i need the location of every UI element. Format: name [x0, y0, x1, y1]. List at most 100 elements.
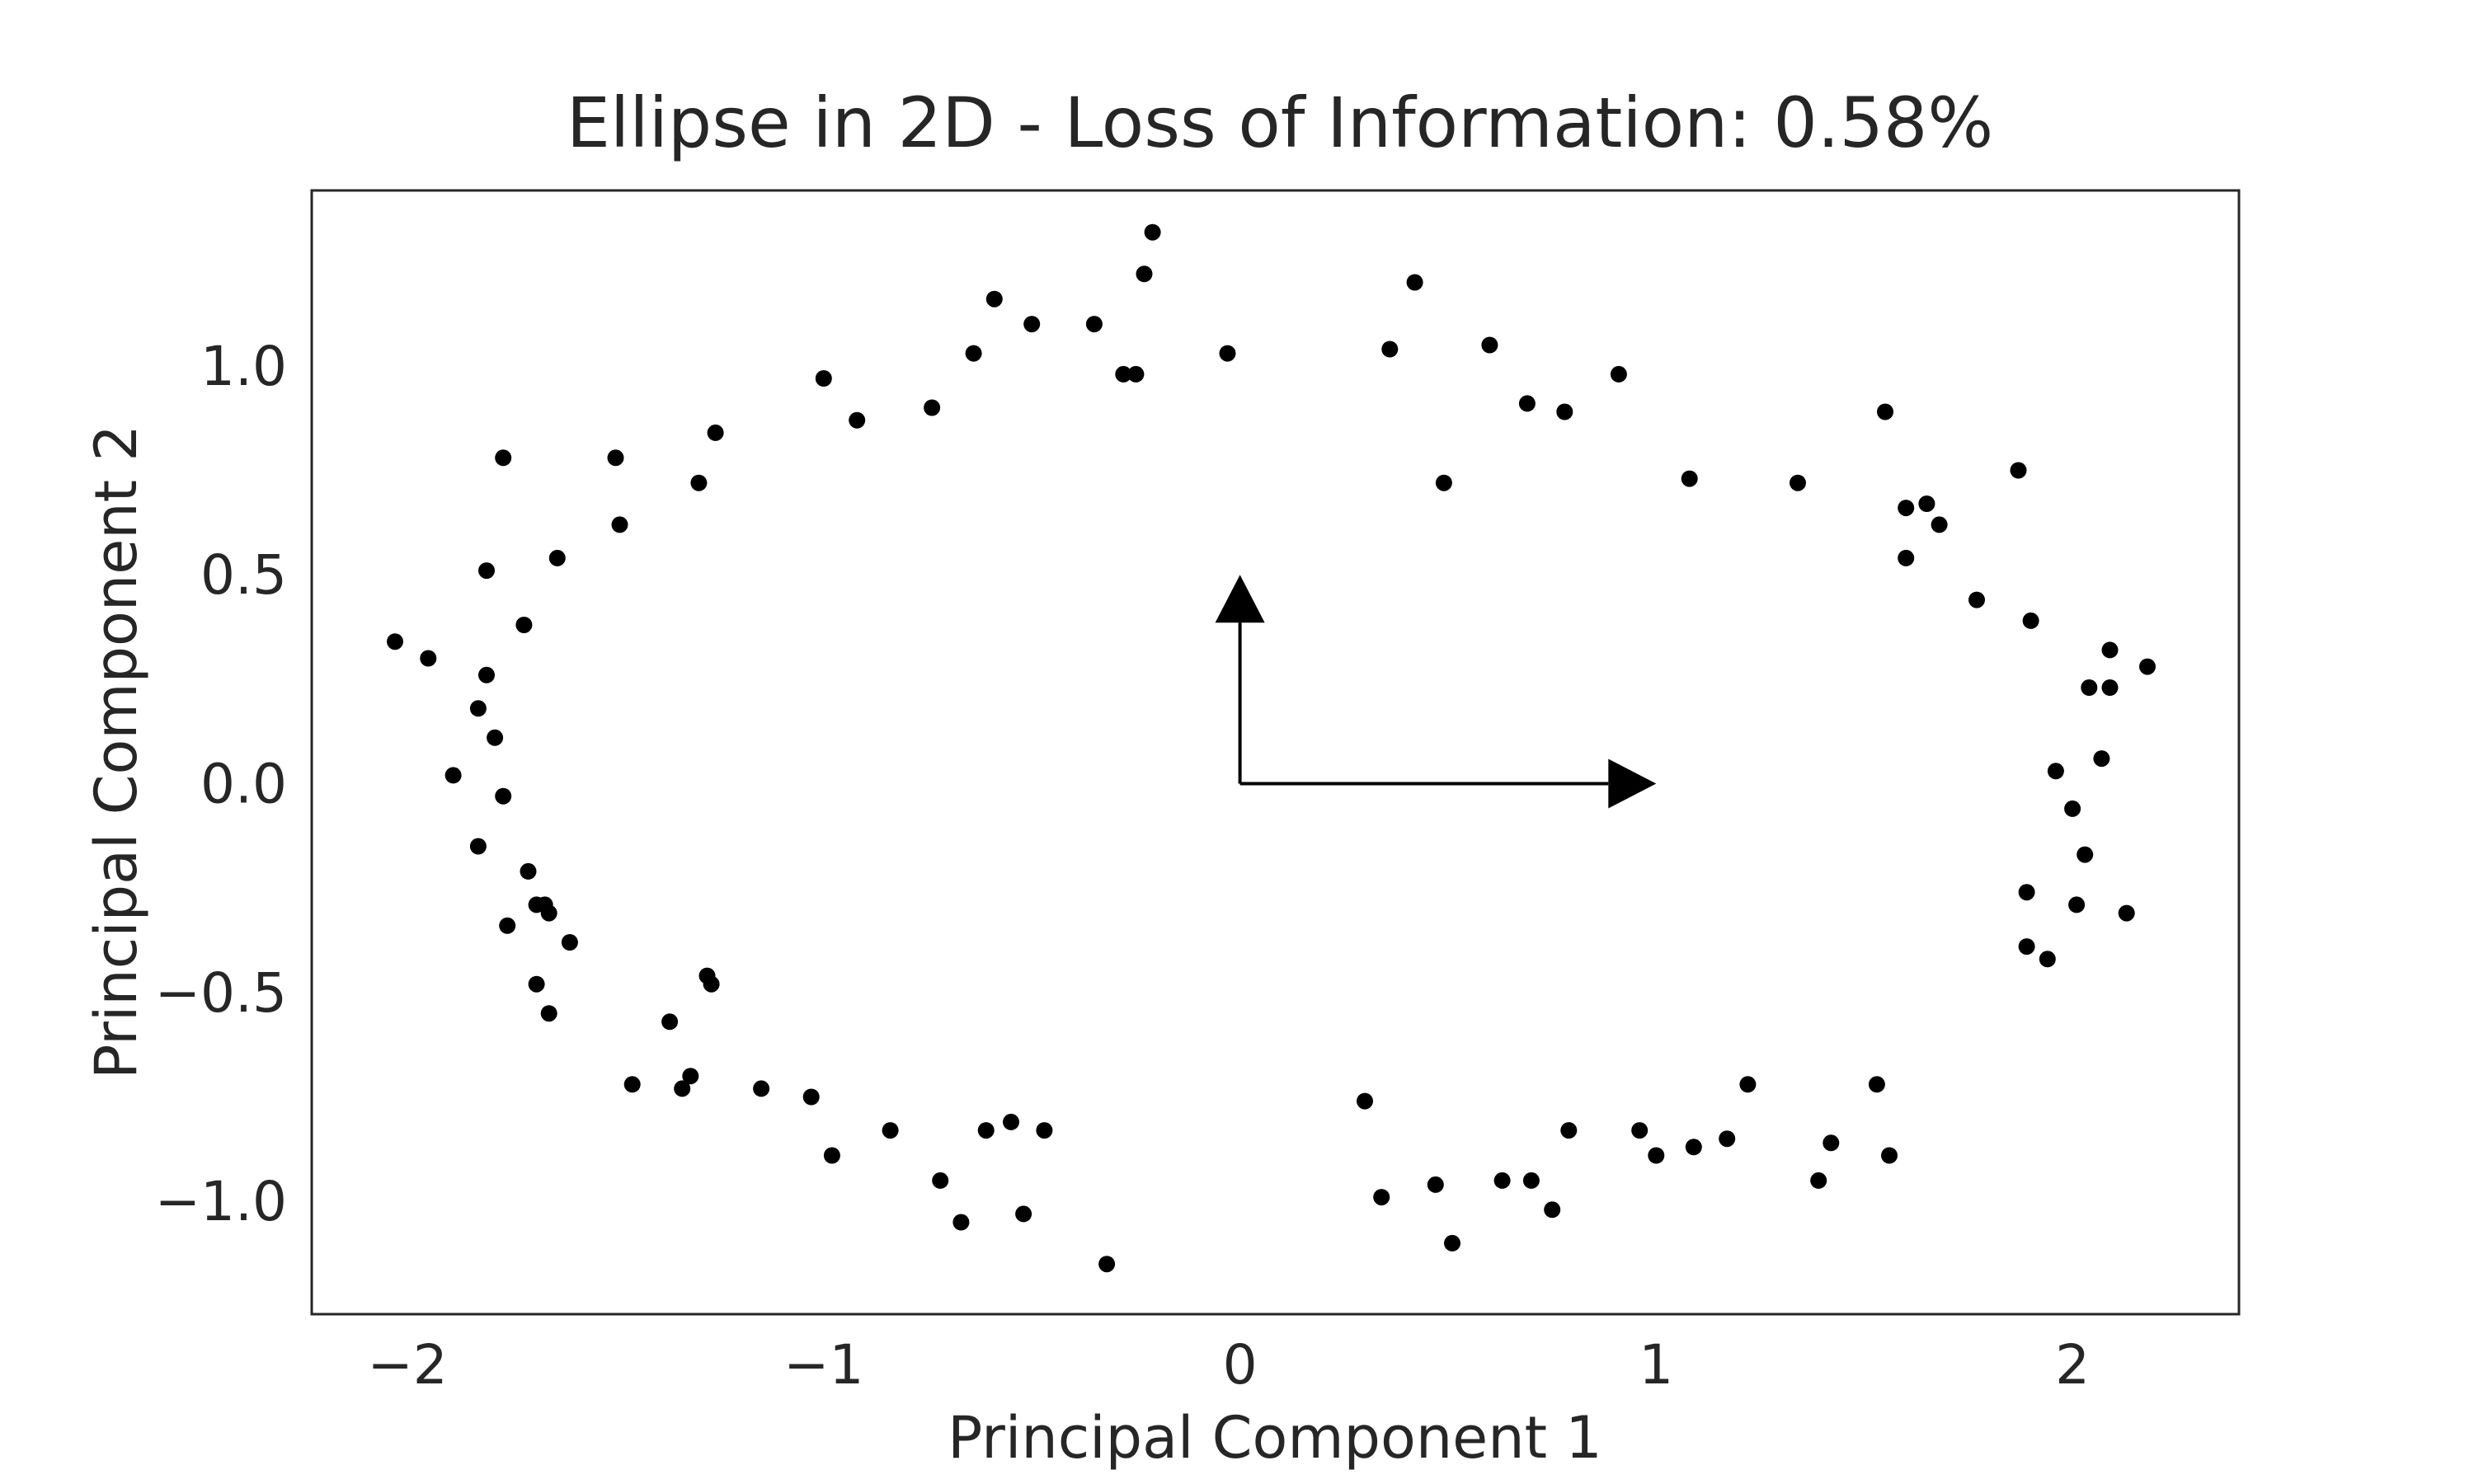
- data-point: [1931, 516, 1948, 533]
- data-point: [1373, 1189, 1390, 1206]
- x-axis-label: Principal Component 1: [948, 1404, 1602, 1472]
- data-point: [674, 1080, 691, 1097]
- data-point: [1003, 1113, 1019, 1130]
- data-point: [2022, 612, 2039, 629]
- data-point: [1098, 1256, 1116, 1273]
- data-point: [1898, 500, 1915, 517]
- data-point: [2139, 658, 2156, 675]
- data-point: [952, 1214, 970, 1231]
- data-point: [932, 1172, 949, 1189]
- data-point: [977, 1122, 995, 1139]
- data-point: [2077, 846, 2094, 863]
- data-point: [924, 399, 941, 416]
- data-point: [753, 1080, 770, 1097]
- component-arrow-2-head: [1215, 575, 1265, 623]
- data-point: [2101, 641, 2119, 659]
- x-tick-label: 2: [2055, 1333, 2090, 1397]
- data-point: [1381, 340, 1399, 358]
- data-point: [1681, 470, 1698, 487]
- data-point: [1610, 365, 1627, 383]
- data-point: [2018, 884, 2035, 901]
- y-tick-label: 0.5: [200, 543, 287, 607]
- data-point: [478, 666, 495, 683]
- data-point: [823, 1147, 840, 1164]
- data-point: [1868, 1076, 1885, 1093]
- data-point: [2101, 679, 2119, 696]
- data-point: [1481, 336, 1498, 354]
- data-point: [1493, 1172, 1511, 1189]
- data-point: [607, 449, 624, 467]
- data-point: [1036, 1122, 1053, 1139]
- data-point: [985, 290, 1003, 308]
- data-point: [1085, 316, 1103, 333]
- y-axis-label: Principal Component 2: [82, 425, 150, 1079]
- data-point: [561, 934, 578, 951]
- data-point: [528, 975, 545, 993]
- data-point: [1877, 403, 1893, 420]
- data-point: [1219, 345, 1236, 362]
- data-point: [420, 650, 437, 667]
- x-tick-label: −1: [783, 1333, 863, 1397]
- data-point: [661, 1013, 679, 1031]
- data-point: [1115, 365, 1132, 383]
- y-tick-label: −0.5: [155, 961, 287, 1025]
- data-point: [548, 549, 566, 566]
- data-point: [707, 424, 724, 441]
- x-tick-label: 1: [1639, 1333, 1673, 1397]
- data-point: [849, 411, 866, 429]
- data-point: [469, 838, 487, 855]
- data-point: [1518, 395, 1536, 412]
- data-point: [387, 633, 403, 650]
- data-point: [1023, 316, 1041, 333]
- y-tick-label: 0.0: [200, 753, 287, 816]
- data-point: [2010, 462, 2027, 479]
- data-point: [499, 917, 516, 934]
- data-point: [2047, 763, 2064, 780]
- data-point: [540, 1005, 557, 1022]
- x-tick-label: −2: [367, 1333, 447, 1397]
- data-point: [1790, 474, 1806, 491]
- data-point: [1881, 1147, 1898, 1164]
- data-point: [515, 617, 533, 633]
- data-point: [1560, 1122, 1578, 1139]
- data-point: [1144, 223, 1161, 241]
- data-point: [1810, 1172, 1827, 1189]
- data-point: [1719, 1130, 1736, 1148]
- data-point: [520, 862, 537, 880]
- data-point: [469, 700, 487, 717]
- data-point: [1968, 591, 1985, 608]
- data-point: [444, 767, 462, 784]
- data-point: [611, 516, 628, 533]
- data-point: [1357, 1092, 1373, 1110]
- data-point: [2068, 896, 2086, 913]
- data-point: [1544, 1201, 1561, 1219]
- data-point: [1685, 1139, 1702, 1156]
- data-point: [1435, 474, 1452, 491]
- data-point: [1127, 365, 1145, 383]
- plot-area: [387, 223, 2156, 1273]
- y-tick-label: −1.0: [155, 1170, 287, 1233]
- data-point: [815, 370, 832, 387]
- data-point: [682, 1068, 699, 1085]
- data-point: [1739, 1076, 1757, 1093]
- y-tick-label: 1.0: [200, 335, 287, 398]
- data-point: [1015, 1205, 1032, 1223]
- data-point: [1918, 495, 1935, 512]
- x-tick-label: 0: [1223, 1333, 1258, 1397]
- data-point: [495, 787, 512, 805]
- data-point: [1648, 1147, 1665, 1164]
- data-point: [1522, 1172, 1540, 1189]
- component-arrow-1-head: [1608, 758, 1657, 809]
- plot-frame: [310, 189, 2241, 1316]
- data-point: [2118, 904, 2135, 922]
- data-point: [1444, 1234, 1460, 1252]
- data-point: [1823, 1134, 1840, 1152]
- data-point: [802, 1088, 820, 1106]
- chart-title: Ellipse in 2D - Loss of Information: 0.5…: [567, 82, 1993, 163]
- data-point: [1136, 265, 1153, 283]
- data-point: [2039, 951, 2056, 968]
- data-point: [2081, 679, 2098, 696]
- data-point: [1556, 403, 1573, 420]
- data-point: [965, 345, 982, 362]
